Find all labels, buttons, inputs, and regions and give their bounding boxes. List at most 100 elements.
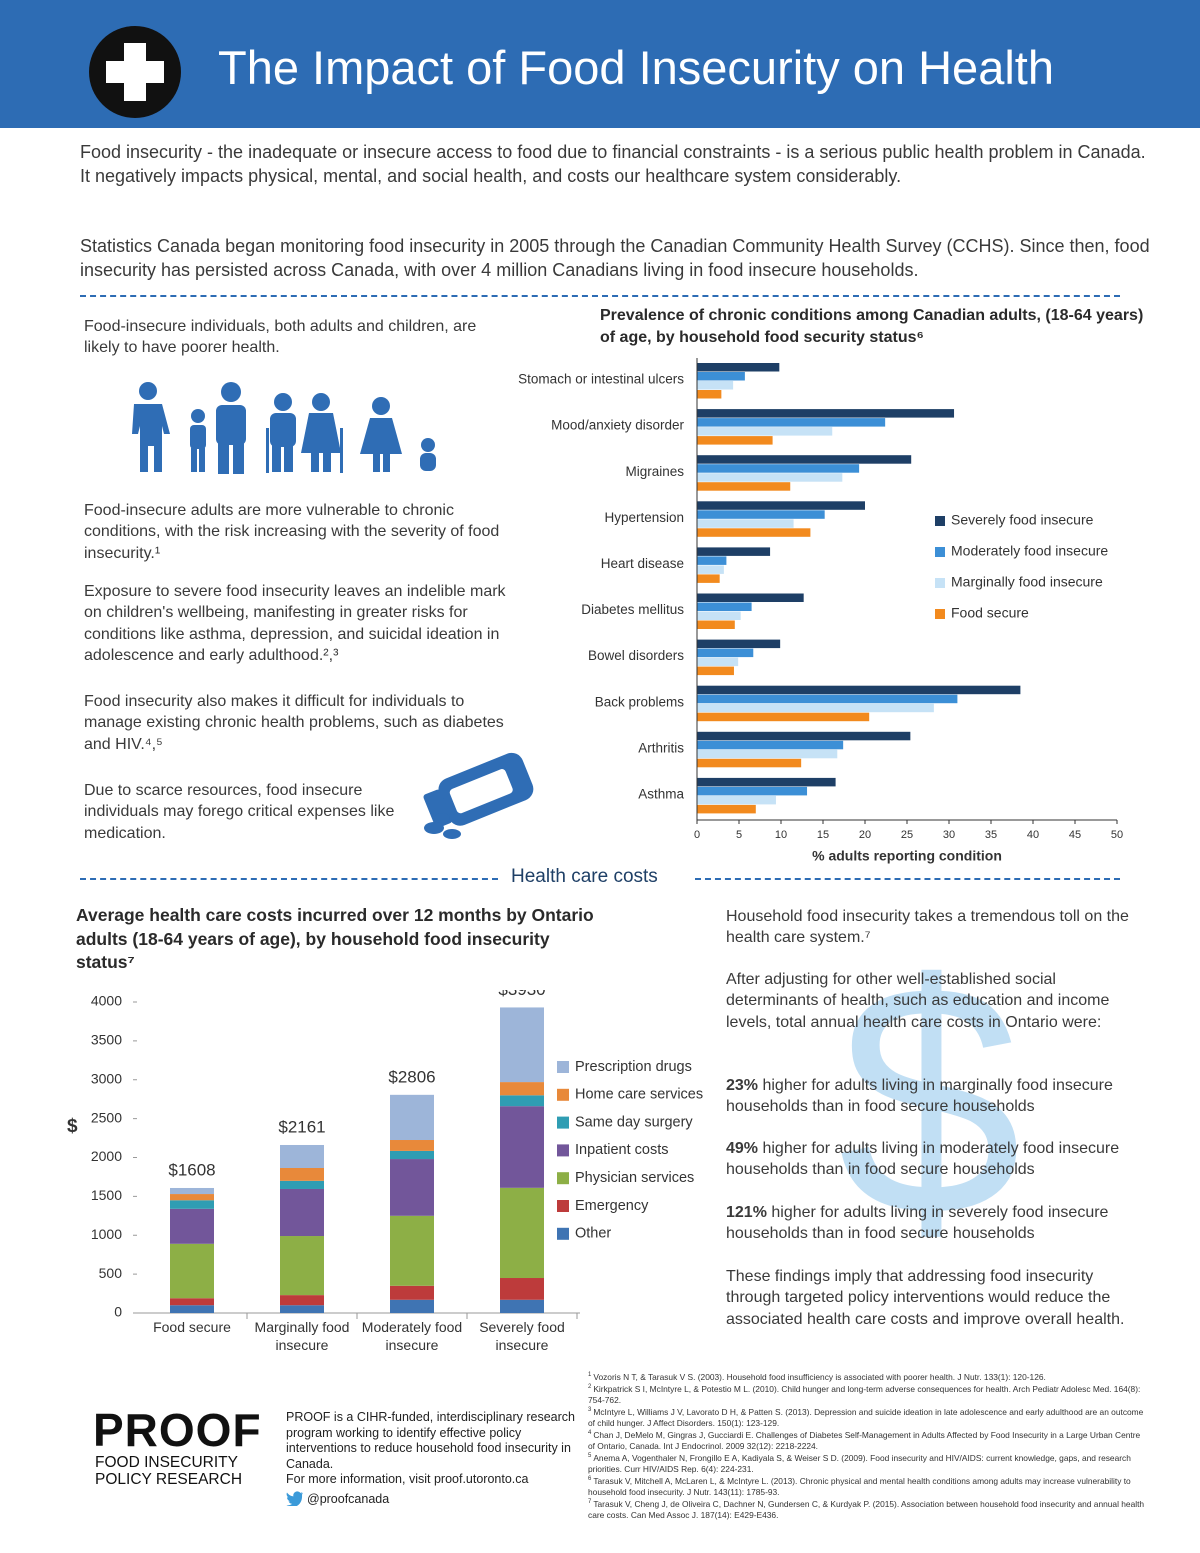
bar [697,556,727,565]
bar-segment [170,1187,214,1195]
legend-label: Emergency [575,1198,649,1214]
bar [697,473,843,482]
y-tick-label: 2500 [91,1109,122,1125]
reference-number: 6 [588,1476,592,1483]
category-label: Stomach or intestinal ulcers [518,372,684,387]
legend-swatch [557,1172,569,1185]
bar [697,694,958,704]
finding-percent: 121% [726,1204,767,1221]
category-label: Bowel disorders [588,648,684,663]
reference-text: Tarasuk V, Mitchell A, McLaren L, & McIn… [588,1476,1131,1497]
divider [80,295,1120,297]
bar-segment [500,1278,544,1300]
legend-swatch [557,1200,569,1212]
bar [697,602,752,611]
health-icon [89,26,181,118]
intro-paragraph: Statistics Canada began monitoring food … [80,236,1150,280]
bar [697,482,791,491]
y-tick-label: 3000 [91,1070,122,1086]
legend-swatch [557,1061,569,1073]
reference: 1 Vozoris N T, & Tarasuk V S. (2003). Hou… [588,1370,1148,1382]
category-label: Heart disease [601,556,684,571]
x-tick-label: 5 [736,829,742,841]
divider [80,878,498,880]
finding-text: higher for adults living in severely foo… [726,1204,1109,1243]
bar-segment [390,1150,434,1160]
bar [697,685,1021,695]
reference-number: 5 [588,1453,592,1460]
bar-segment [390,1094,434,1141]
bar [697,409,955,418]
bar [697,372,745,381]
bar-segment [500,1106,544,1188]
total-label: $1608 [168,1160,215,1179]
bar-segment [280,1295,324,1306]
legend-label: Severely food insecure [951,512,1094,528]
intro-paragraph: Food insecurity - the inadequate or inse… [80,142,1146,186]
reference-text: McIntyre L, Williams J V, Lavorato D H, … [588,1407,1144,1428]
bar [697,547,771,556]
dollar-watermark: $ [838,915,1022,1284]
bar-segment [170,1305,214,1313]
bar-segment [500,1187,544,1279]
y-tick-label: 500 [99,1265,123,1281]
bar-segment [390,1159,434,1216]
bar [697,786,808,796]
total-label: $2806 [388,1067,435,1086]
references: 1 Vozoris N T, & Tarasuk V S. (2003). Hou… [588,1370,1148,1520]
bar [697,427,833,436]
bar [697,648,754,658]
reference-text: Chan J, DeMelo M, Gingras J, Gucciardi E… [588,1430,1141,1451]
bar [697,804,756,814]
legend-label: Physician services [575,1170,694,1186]
total-label: $3930 [498,990,545,999]
bar-segment [170,1298,214,1306]
left-text: Exposure to severe food insecurity leave… [84,583,506,664]
costs-text: These findings imply that addressing foo… [726,1268,1125,1328]
bar [697,510,825,519]
legend-label: Home care services [575,1087,703,1103]
x-tick-label: 15 [817,829,829,841]
reference-text: Anema A, Vogenthaler N, Frongillo E A, K… [588,1453,1131,1474]
bar-segment [280,1305,324,1313]
finding-text: higher for adults living in marginally f… [726,1077,1113,1116]
legend-swatch [557,1144,569,1157]
reference-number: 1 [588,1372,592,1378]
chart-title: Average health care costs incurred over … [76,905,594,972]
left-text: Food-insecure individuals, both adults a… [84,318,477,357]
bar [697,740,844,750]
legend-swatch [557,1088,569,1101]
bar-segment [500,1007,544,1083]
bar-segment [170,1208,214,1244]
bar [697,639,781,649]
bar-segment [500,1299,544,1313]
bar-segment [280,1236,324,1296]
twitter-handle[interactable]: @proofcanada [307,1492,390,1506]
costs-text: After adjusting for other well-establish… [726,971,1110,1031]
bar [697,611,741,620]
left-text: Food-insecure adults are more vulnerable… [84,502,500,562]
bar-segment [390,1285,434,1300]
x-tick-label: Food secure [153,1319,231,1335]
bar [697,703,934,713]
page-title: The Impact of Food Insecurity on Health [218,41,1054,94]
finding: 23% higher for adults living in marginal… [726,1075,1146,1118]
legend-swatch [935,578,945,588]
legend-label: Moderately food insecure [951,543,1108,559]
bar-segment [500,1082,544,1096]
bar [697,418,886,427]
finding: 121% higher for adults living in severel… [726,1202,1146,1245]
x-tick-label: 25 [901,829,913,841]
bar-segment [390,1215,434,1286]
legend-swatch [935,609,945,619]
chart-title: Prevalence of chronic conditions among C… [600,307,1144,346]
bar [697,363,780,372]
y-axis-label: $ [67,1116,78,1137]
logo: PROOF [93,1404,262,1456]
legend-label: Marginally food insecure [951,574,1103,590]
x-tick-label: 30 [943,829,955,841]
bar-segment [280,1180,324,1189]
logo-sub: POLICY RESEARCH [95,1471,243,1488]
bar-segment [170,1200,214,1209]
